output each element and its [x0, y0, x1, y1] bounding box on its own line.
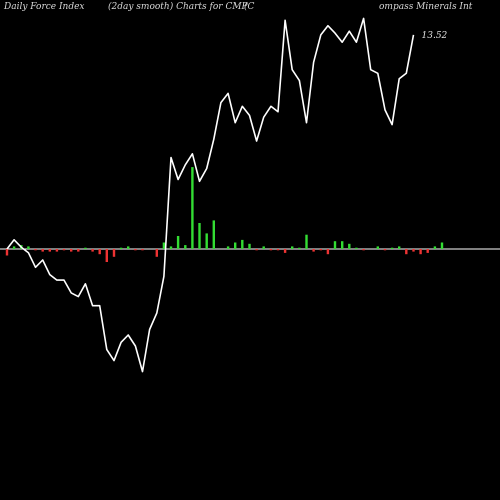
header-middle: (2day smooth) Charts for CMP: [108, 1, 249, 12]
force-bar: [127, 246, 130, 249]
force-bar: [426, 249, 429, 253]
force-bar: [41, 249, 44, 252]
price-line: [6, 17, 415, 373]
force-bar: [184, 245, 187, 249]
header-paren: (C: [244, 1, 255, 12]
force-bar: [305, 234, 308, 249]
force-bar: [262, 246, 265, 249]
force-bar: [98, 249, 101, 255]
force-bar: [48, 249, 51, 252]
force-bar: [248, 243, 251, 249]
force-bar: [312, 249, 315, 252]
force-bar: [398, 246, 401, 249]
force-bar: [234, 242, 237, 249]
force-bar: [355, 247, 358, 249]
force-bar: [283, 249, 287, 253]
force-bar: [34, 249, 37, 251]
force-bar: [119, 247, 123, 249]
force-bar: [205, 233, 208, 249]
force-bar: [12, 246, 16, 249]
force-bar: [241, 239, 244, 249]
last-value-label: 13.52: [422, 31, 448, 41]
force-bar: [419, 249, 422, 255]
force-bar: [27, 246, 30, 249]
force-bar: [291, 246, 294, 249]
force-bar: [84, 247, 87, 249]
force-bar: [191, 167, 194, 249]
force-index-bars: [5, 167, 444, 262]
force-bar: [390, 247, 394, 249]
force-bar: [91, 249, 94, 252]
force-bar: [155, 249, 158, 257]
force-bar: [376, 246, 379, 249]
force-bar: [440, 242, 444, 249]
force-bar: [341, 241, 344, 249]
force-bar: [348, 243, 351, 249]
force-bar: [405, 249, 408, 255]
force-bar: [362, 249, 365, 251]
force-bar: [62, 249, 66, 251]
header-left: Daily Force Index: [3, 2, 85, 12]
header-right: ompass Minerals Int: [379, 2, 473, 12]
force-bar: [412, 249, 415, 252]
force-bar: [112, 249, 116, 257]
force-bar: [276, 249, 280, 251]
force-bar: [77, 249, 80, 252]
force-bar: [269, 249, 273, 251]
force-bar: [5, 249, 9, 256]
force-bar: [326, 249, 330, 255]
force-bar: [70, 249, 73, 252]
force-bar: [176, 236, 180, 249]
force-bar: [383, 249, 387, 251]
force-bar: [212, 220, 215, 249]
force-bar: [298, 247, 301, 249]
force-bar: [255, 249, 258, 251]
force-bar: [55, 249, 59, 252]
force-bar: [105, 249, 108, 262]
force-bar: [169, 246, 173, 249]
force-bar: [333, 241, 337, 249]
force-bar: [134, 249, 137, 251]
force-bar: [141, 249, 144, 251]
force-bar: [433, 246, 437, 249]
force-bar: [319, 249, 322, 251]
force-bar: [198, 223, 201, 249]
force-bar: [162, 242, 166, 249]
force-bar: [226, 246, 230, 249]
